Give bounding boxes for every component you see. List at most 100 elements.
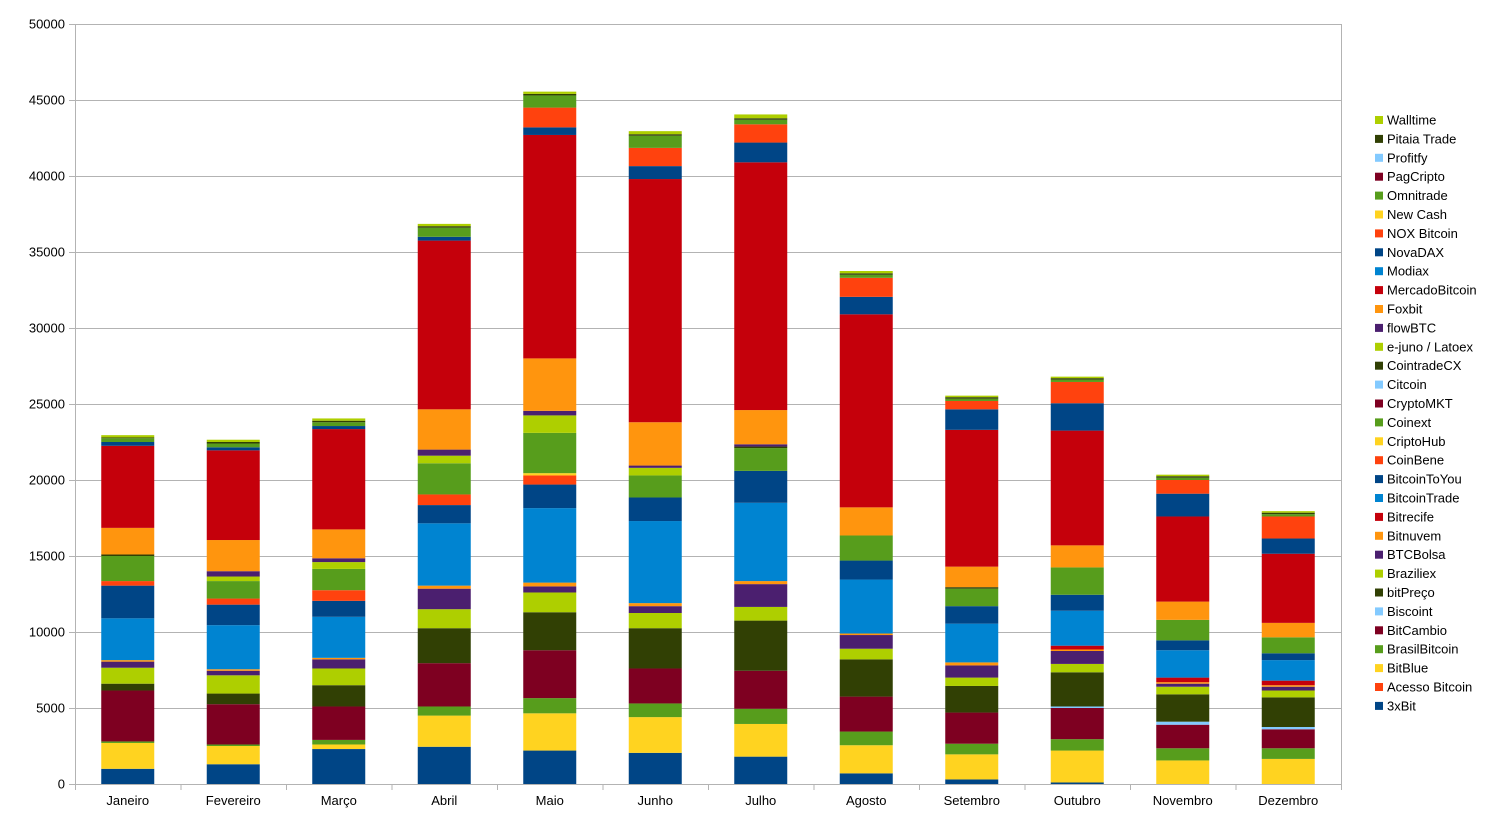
bar-segment: BTCBolsa — Novembro: 200 [1156,683,1210,687]
x-tick-label: Dezembro [1258,793,1318,808]
bar-stack-outubro: 3xBit — Outubro: 100BitBlue — Outubro: 2… [1050,376,1104,784]
bar-segment: Pitaia Trade — Setembro: 100 [945,397,999,399]
bar-segment: bitPreço — Setembro: 1750 [945,685,999,713]
bar-segment: BTCBolsa — Junho: 450 [628,606,682,613]
bar-segment: NovaDAX — Agosto: 1150 [839,296,893,315]
bar-segment: BitBlue — Junho: 2350 [628,717,682,753]
bar-segment: Braziliex — Setembro: 550 [945,677,999,686]
legend-item: Biscoint [1375,604,1433,619]
bar-segment: Walltime — Fevereiro: 150 [206,439,260,442]
bar-segment: Coinext — Maio: 2650 [523,432,577,474]
bar-segment: Braziliex — Janeiro: 1050 [101,667,155,684]
bar-segment: Braziliex — Dezembro: 450 [1261,690,1315,698]
bar-segment: Foxbit — Junho: 2850 [628,422,682,466]
bar-segment: BTCBolsa — Abril: 1350 [417,588,471,610]
bar-segment: CointradeCX — Setembro: 100 [945,587,999,589]
bar-segment: BrasilBitcoin — Dezembro: 700 [1261,748,1315,759]
bar-segment: Walltime — Julho: 250 [734,114,788,119]
y-gridlines [75,24,1341,785]
bar-segment: BitcoinToYou — Outubro: 1050 [1050,594,1104,611]
bar-segment: BitcoinTrade — Setembro: 2550 [945,623,999,663]
bar-segment: BrasilBitcoin — Fevereiro: 100 [206,744,260,746]
legend-label: Foxbit [1387,302,1423,317]
bar-segment: Pitaia Trade — Abril: 100 [417,226,471,228]
x-tick-label: Novembro [1153,793,1213,808]
bar-segment: BitBlue — Outubro: 2100 [1050,750,1104,783]
bar-segment: BitBlue — Julho: 2150 [734,723,788,757]
bar-segment: BrasilBitcoin — Novembro: 800 [1156,748,1210,761]
y-axis [69,24,75,785]
legend-item: Acesso Bitcoin [1375,680,1472,695]
bar-segment: BitBlue — Janeiro: 1700 [101,742,155,769]
legend-swatch [1375,550,1383,559]
bar-stack-dezembro: BitBlue — Dezembro: 1650BrasilBitcoin — … [1261,511,1315,784]
bar-segment: BitcoinToYou — Agosto: 1250 [839,560,893,580]
bar-segment: MercadoBitcoin — Março: 6600 [312,429,366,530]
legend-swatch [1375,342,1383,351]
bar-segment: BitcoinTrade — Fevereiro: 2900 [206,625,260,670]
bar-segment: flowBTC — Junho: 150 [628,465,682,468]
bar-segment: BrasilBitcoin — Agosto: 900 [839,731,893,746]
bar-segment: Bitnuvem — Fevereiro: 100 [206,669,260,671]
bar-segment: Foxbit — Março: 1900 [312,529,366,559]
bar-segment: BitCambio — Outubro: 2050 [1050,708,1104,740]
bar-segment: MercadoBitcoin — Agosto: 12700 [839,314,893,508]
bar-segment: Pitaia Trade — Março: 100 [312,420,366,423]
bar-segment: Pitaia Trade — Agosto: 100 [839,273,893,275]
bar-segment: bitPreço — Janeiro: 450 [101,683,155,691]
bar-segment: BitBlue — Maio: 2450 [523,713,577,751]
bar-stack-janeiro: 3xBit — Janeiro: 1000BitBlue — Janeiro: … [101,435,155,784]
legend-label: Acesso Bitcoin [1387,680,1472,695]
bar-segment: 3xBit — Outubro: 100 [1050,782,1104,784]
bar-segment: Bitrecife — Dezembro: 300 [1261,680,1315,686]
bar-segment: Walltime — Setembro: 100 [945,395,999,398]
bar-segment: BitCambio — Novembro: 1550 [1156,724,1210,749]
bar-segment: Foxbit — Julho: 2250 [734,410,788,445]
x-tick-label: Fevereiro [206,793,261,808]
legend-item: BitBlue [1375,661,1428,676]
legend-swatch [1375,531,1383,540]
bar-segment: flowBTC — Fevereiro: 350 [206,571,260,577]
bar-segment: MercadoBitcoin — Dezembro: 4550 [1261,553,1315,623]
bar-segment: Omnitrade — Dezembro: 150 [1261,514,1315,517]
legend-label: flowBTC [1387,320,1436,335]
bar-stack-maio: 3xBit — Maio: 2200BitBlue — Maio: 2450Br… [523,91,577,784]
bar-segment: BitcoinTrade — Abril: 4100 [417,523,471,586]
bar-segment: Bitnuvem — Setembro: 200 [945,662,999,666]
legend-swatch [1375,399,1383,408]
y-axis-tick-labels: 0 5000 10000 15000 20000 25000 30000 35000 40000… [29,17,65,792]
bar-segment: flowBTC — Maio: 300 [523,410,577,416]
bar-stack-março: 3xBit — Março: 2300BitBlue — Março: 300B… [312,418,366,784]
bar-segment: NovaDAX — Dezembro: 1000 [1261,538,1315,554]
legend-swatch [1375,683,1383,691]
legend-swatch [1375,153,1383,162]
legend-item: Braziliex [1375,566,1437,581]
bar-segment: e-juno / Latoex — Abril: 500 [417,455,471,464]
x-tick-label: Setembro [944,793,1000,808]
bar-segment: bitPreço — Junho: 2650 [628,628,682,669]
bar-segment: BitCambio — Maio: 3150 [523,650,577,699]
bar-segment: Bitnuvem — Janeiro: 100 [101,660,155,662]
legend-label: Bitnuvem [1387,528,1441,543]
bar-segment: bitPreço — Março: 1400 [312,685,366,707]
bar-segment: NOX Bitcoin — Agosto: 1250 [839,277,893,297]
bar-segment: 3xBit — Abril: 2450 [417,746,471,784]
legend-item: Citcoin [1375,377,1427,392]
bar-segment: 3xBit — Março: 2300 [312,749,366,784]
bar-segment: Omnitrade — Novembro: 150 [1156,477,1210,480]
legend-label: 3xBit [1387,698,1416,713]
bar-segment: BitcoinToYou — Novembro: 650 [1156,640,1210,651]
legend-label: CoinBene [1387,453,1444,468]
y-tick-label: 25000 [29,397,65,412]
bar-segment: Coinext — Agosto: 1650 [839,535,893,561]
bar-segment: NovaDAX — Setembro: 1350 [945,409,999,430]
bar-segment: Foxbit — Outubro: 1450 [1050,545,1104,568]
bar-segment: Omnitrade — Julho: 300 [734,119,788,125]
legend-label: BitcoinTrade [1387,491,1460,506]
legend-label: e-juno / Latoex [1387,339,1474,354]
legend-swatch [1375,456,1383,465]
legend-swatch [1375,607,1383,616]
bar-segment: NovaDAX — Junho: 850 [628,166,682,180]
legend-item: 3xBit [1375,698,1416,713]
bar-segment: 3xBit — Julho: 1800 [734,756,788,784]
